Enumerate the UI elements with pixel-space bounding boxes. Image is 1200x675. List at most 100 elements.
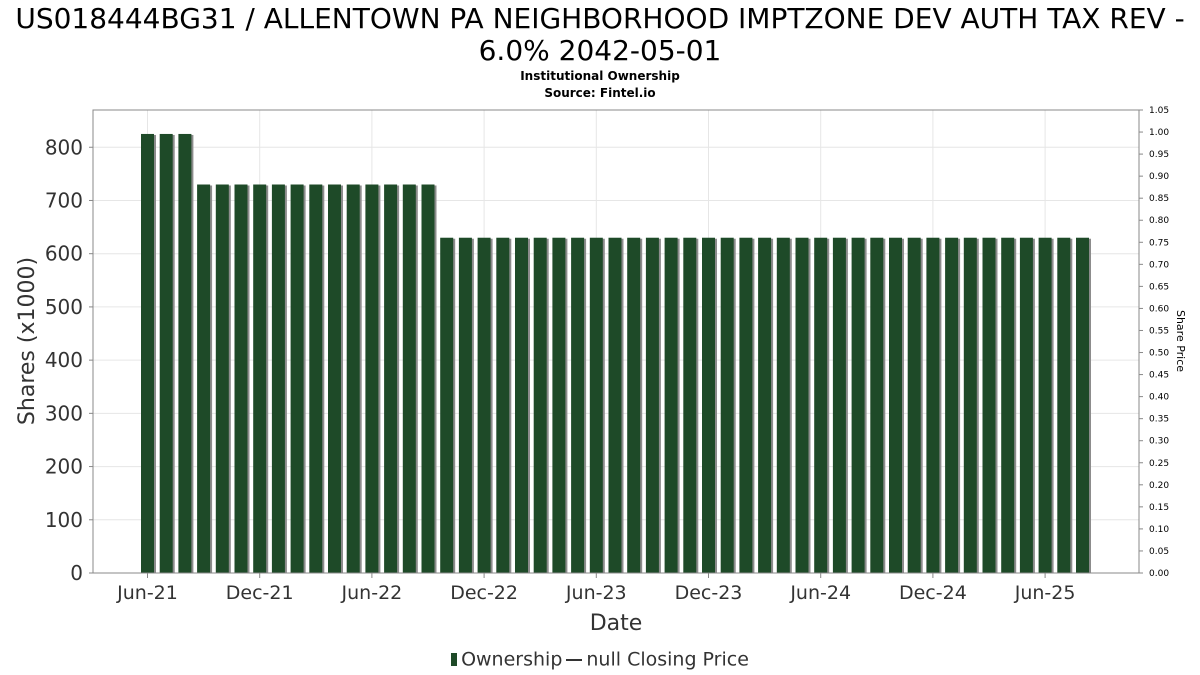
chart-subtitle: Institutional Ownership [520,69,680,83]
ownership-bar [178,133,192,573]
ownership-bar [309,184,323,574]
bars [141,133,1091,574]
y-tick-label: 100 [45,508,83,532]
ownership-bar [421,184,435,574]
ownership-bar [870,237,884,574]
y2-axis-label: Share Price [1174,310,1187,372]
y2-tick-label: 0.35 [1149,415,1169,425]
ownership-bar [402,184,416,574]
ownership-bar [515,237,528,574]
ownership-bar [346,184,360,574]
ownership-bar [1038,237,1052,574]
price-legend-line [566,658,583,661]
y2-tick-label: 1.00 [1149,128,1169,138]
ownership-bar [683,237,697,574]
y-tick-label: 0 [70,561,83,585]
plot-frame [92,109,1140,574]
ownership-bar [141,133,154,573]
ownership-bar [907,237,921,574]
y2-tick-label: 0.10 [1149,525,1169,535]
y2-tick-label: 0.60 [1149,304,1169,314]
x-tick-label: Dec-23 [675,582,743,604]
legend-ownership: Ownership [461,648,563,671]
ownership-bar [234,184,248,574]
ownership-bar [645,237,659,574]
ownership-bar [552,237,566,574]
ownership-bar [1057,237,1071,574]
y2-tick-label: 0.80 [1149,216,1169,226]
y2-tick-label: 0.00 [1149,569,1169,579]
y-tick-label: 500 [45,295,83,319]
ownership-bar [982,237,996,574]
ownership-bar [440,237,454,574]
y2-tick-label: 0.85 [1149,194,1169,204]
ownership-bar [720,237,734,574]
ownership-bar [328,184,341,574]
chart-source: Source: Fintel.io [544,86,656,100]
y2-tick-label: 1.05 [1149,106,1169,116]
ownership-bar [851,237,865,574]
ownership-bar [814,237,828,574]
y-tick-label: 800 [45,135,83,159]
x-tick-label: Jun-25 [1014,582,1076,604]
y2-tick-label: 0.25 [1149,459,1169,469]
y2-tick-label: 0.50 [1149,349,1169,359]
ownership-bar [889,237,902,574]
x-tick-label: Jun-23 [565,582,627,604]
chart-title-line-1: US018444BG31 / ALLENTOWN PA NEIGHBORHOOD… [15,2,1185,35]
y2-tick-label: 0.15 [1149,503,1169,513]
ownership-bar [739,237,753,574]
ownership-bar [197,184,211,574]
legend-closing-price: null Closing Price [586,648,749,671]
ownership-bar [253,184,267,574]
ownership-bar [945,237,959,574]
y2-tick-label: 0.65 [1149,282,1169,292]
x-axis-label: Date [590,611,643,636]
x-tick-label: Jun-24 [789,582,851,604]
ownership-bar [795,237,809,574]
ownership-bar [702,237,715,574]
y2-tick-label: 0.05 [1149,547,1169,557]
ownership-bar [533,237,547,574]
ownership-bar [477,237,491,574]
ownership-bar [571,237,585,574]
ownership-bar [776,237,790,574]
y2-axis: 0.00 0.05 0.10 0.15 0.20 0.25 0.30 0.35 0.40 0.45… [1139,106,1169,579]
y-tick-label: 200 [45,455,83,479]
x-tick-label: Dec-22 [450,582,518,604]
ownership-bar [271,184,285,574]
chart-title-line-2: 6.0% 2042-05-01 [478,34,722,67]
x-tick-label: Jun-22 [341,582,403,604]
ownership-bar [1076,237,1089,574]
y2-tick-label: 0.70 [1149,260,1169,270]
ownership-bar [1001,237,1015,574]
ownership-legend-swatch [451,653,458,666]
y-tick-label: 300 [45,401,83,425]
y2-tick-label: 0.90 [1149,172,1169,182]
y2-tick-label: 0.95 [1149,150,1169,160]
y-tick-label: 700 [45,188,83,212]
ownership-bar [215,184,229,574]
y2-tick-label: 0.75 [1149,238,1169,248]
y2-tick-label: 0.55 [1149,326,1169,336]
y2-tick-label: 0.30 [1149,437,1169,447]
ownership-bar [832,237,846,574]
y-tick-label: 600 [45,242,83,266]
x-tick-label: Dec-24 [899,582,967,604]
x-tick-label: Dec-21 [226,582,294,604]
ownership-bar [758,237,772,574]
y2-tick-label: 0.40 [1149,393,1169,403]
ownership-bar [290,184,304,574]
y-axis: 0 100 200 300 400 500 600 700 800 [45,135,93,585]
legend: Ownership null Closing Price [0,648,1200,671]
ownership-bar [627,237,641,574]
ownership-bar [496,237,510,574]
y-tick-label: 400 [45,348,83,372]
ownership-bar [664,237,678,574]
ownership-bar [926,237,940,574]
ownership-bar [589,237,603,574]
ownership-bar [159,133,173,573]
ownership-bar [963,237,977,574]
y-axis-label: Shares (x1000) [15,257,40,425]
